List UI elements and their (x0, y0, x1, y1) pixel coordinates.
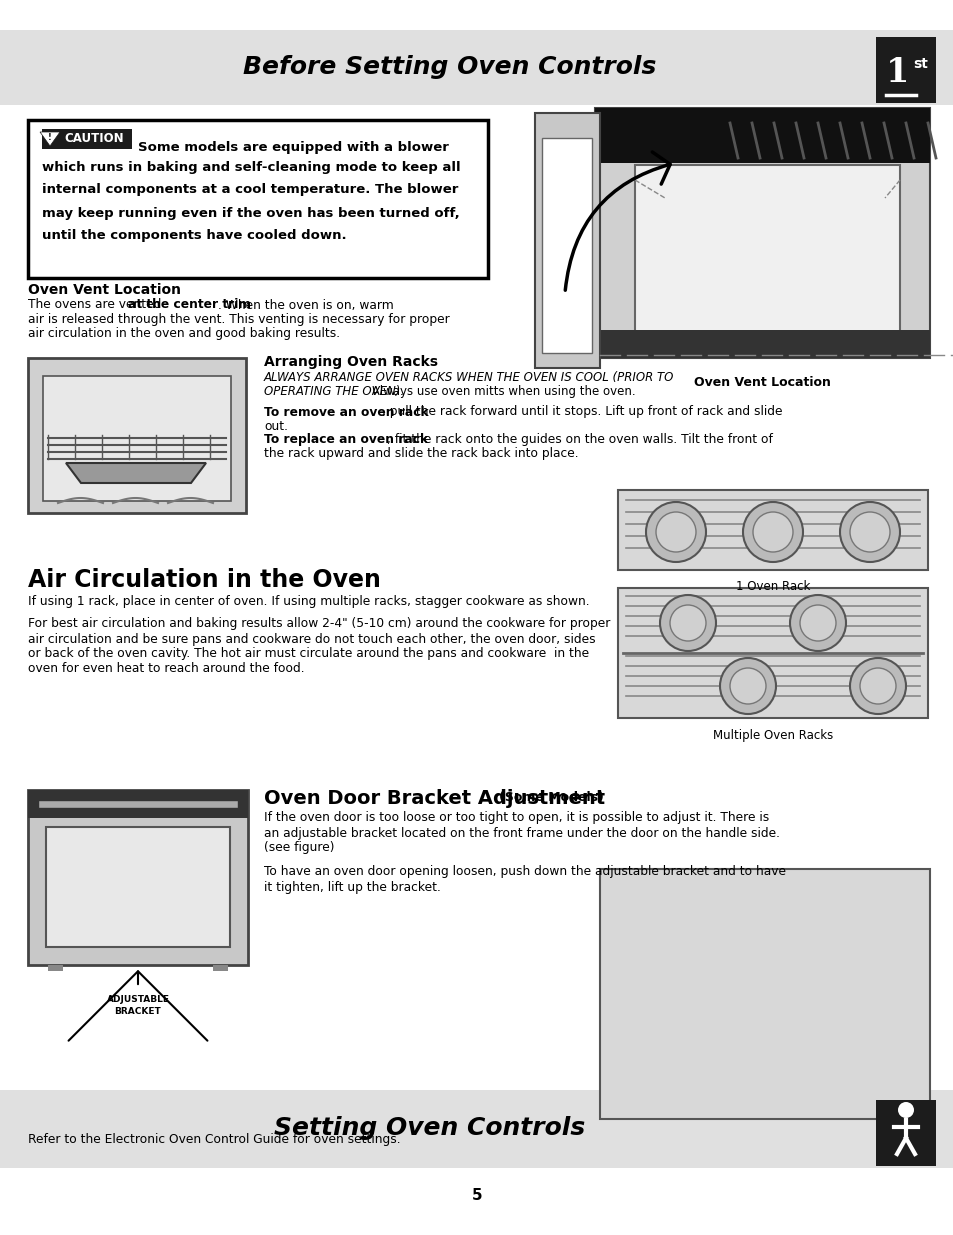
Bar (635, 165, 899, 340)
Text: which runs in baking and self-cleaning mode to keep all: which runs in baking and self-cleaning m… (42, 161, 460, 173)
Bar (28, 790, 248, 818)
Text: Before Setting Oven Controls: Before Setting Oven Controls (243, 56, 656, 79)
Circle shape (897, 1102, 913, 1118)
Text: Oven Vent Location: Oven Vent Location (693, 377, 829, 389)
Text: may keep running even if the oven has been turned off,: may keep running even if the oven has be… (42, 206, 459, 220)
Bar (28, 358, 246, 513)
Bar (875, 37, 935, 103)
Bar (618, 588, 927, 718)
Text: (see figure): (see figure) (264, 841, 335, 855)
Circle shape (849, 658, 905, 714)
Text: To remove an oven rack: To remove an oven rack (264, 405, 428, 419)
Text: ADJUSTABLE: ADJUSTABLE (107, 995, 170, 1004)
Circle shape (656, 513, 696, 552)
Text: ALWAYS ARRANGE OVEN RACKS WHEN THE OVEN IS COOL (PRIOR TO: ALWAYS ARRANGE OVEN RACKS WHEN THE OVEN … (264, 372, 674, 384)
Text: Some models are equipped with a blower: Some models are equipped with a blower (138, 141, 449, 153)
Bar (42, 128, 132, 149)
Bar (618, 490, 927, 571)
Text: The ovens are vented: The ovens are vented (28, 299, 161, 311)
Text: For best air circulation and baking results allow 2-4" (5-10 cm) around the cook: For best air circulation and baking resu… (28, 618, 610, 631)
Circle shape (645, 501, 705, 562)
Circle shape (729, 668, 765, 704)
Text: , pull the rack forward until it stops. Lift up front of rack and slide: , pull the rack forward until it stops. … (381, 405, 781, 419)
Text: 1: 1 (885, 57, 909, 89)
Text: To replace an oven rack: To replace an oven rack (264, 433, 428, 447)
Bar (43, 375, 231, 501)
Circle shape (752, 513, 792, 552)
Text: oven for even heat to reach around the food.: oven for even heat to reach around the f… (28, 662, 304, 676)
Bar (875, 1100, 935, 1166)
Bar (599, 869, 929, 1119)
Text: Oven Vent Location: Oven Vent Location (28, 283, 181, 296)
Circle shape (742, 501, 802, 562)
Bar (38, 800, 237, 808)
Text: !: ! (48, 133, 51, 142)
Circle shape (800, 605, 835, 641)
Bar (46, 827, 230, 947)
Bar (595, 107, 929, 163)
Text: , fit the rack onto the guides on the oven walls. Tilt the front of: , fit the rack onto the guides on the ov… (387, 433, 772, 447)
Bar (595, 107, 929, 358)
Bar (541, 138, 592, 353)
Text: If using 1 rack, place in center of oven. If using multiple racks, stagger cookw: If using 1 rack, place in center of oven… (28, 595, 589, 609)
Bar (213, 965, 228, 971)
Circle shape (720, 658, 775, 714)
FancyBboxPatch shape (28, 120, 488, 278)
Text: 1 Oven Rack: 1 Oven Rack (735, 580, 809, 594)
Text: air circulation in the oven and good baking results.: air circulation in the oven and good bak… (28, 326, 340, 340)
Text: To have an oven door opening loosen, push down the adjustable bracket and to hav: To have an oven door opening loosen, pus… (264, 866, 785, 878)
Text: CAUTION: CAUTION (64, 132, 124, 146)
Text: the rack upward and slide the rack back into place.: the rack upward and slide the rack back … (264, 447, 578, 461)
Text: it tighten, lift up the bracket.: it tighten, lift up the bracket. (264, 881, 440, 893)
Text: st: st (912, 57, 927, 70)
Text: Arranging Oven Racks: Arranging Oven Racks (264, 354, 437, 369)
Text: internal components at a cool temperature. The blower: internal components at a cool temperatur… (42, 184, 457, 196)
FancyArrowPatch shape (565, 152, 669, 290)
Text: OPERATING THE OVEN).: OPERATING THE OVEN). (264, 385, 404, 399)
Text: . When the oven is on, warm: . When the oven is on, warm (218, 299, 394, 311)
Circle shape (840, 501, 899, 562)
Text: Multiple Oven Racks: Multiple Oven Racks (712, 729, 832, 741)
Text: Oven Door Bracket Adjustment: Oven Door Bracket Adjustment (264, 788, 604, 808)
Bar (0, 1091, 953, 1168)
Circle shape (859, 668, 895, 704)
Text: 5: 5 (471, 1188, 482, 1203)
Circle shape (849, 513, 889, 552)
Text: air circulation and be sure pans and cookware do not touch each other, the oven : air circulation and be sure pans and coo… (28, 632, 595, 646)
Circle shape (659, 595, 716, 651)
Circle shape (669, 605, 705, 641)
Polygon shape (66, 463, 206, 483)
Text: or back of the oven cavity. The hot air must circulate around the pans and cookw: or back of the oven cavity. The hot air … (28, 647, 589, 661)
Text: Air Circulation in the Oven: Air Circulation in the Oven (28, 568, 380, 592)
Text: air is released through the vent. This venting is necessary for proper: air is released through the vent. This v… (28, 312, 449, 326)
Text: Refer to the Electronic Oven Control Guide for oven settings.: Refer to the Electronic Oven Control Gui… (28, 1134, 400, 1146)
Bar (48, 965, 63, 971)
Text: If the oven door is too loose or too tight to open, it is possible to adjust it.: If the oven door is too loose or too tig… (264, 811, 768, 825)
Text: an adjustable bracket located on the front frame under the door on the handle si: an adjustable bracket located on the fro… (264, 826, 780, 840)
Bar (28, 790, 248, 965)
Polygon shape (40, 132, 60, 146)
Bar (535, 112, 599, 368)
Text: Setting Oven Controls: Setting Oven Controls (274, 1116, 585, 1140)
Text: (Some Models): (Some Models) (498, 792, 603, 804)
Bar (595, 330, 929, 358)
Text: until the components have cooled down.: until the components have cooled down. (42, 230, 346, 242)
Text: at the center trim: at the center trim (128, 299, 251, 311)
Bar (0, 30, 953, 105)
Text: BRACKET: BRACKET (114, 1007, 161, 1015)
Text: Always use oven mitts when using the oven.: Always use oven mitts when using the ove… (368, 385, 635, 399)
Text: out.: out. (264, 420, 288, 432)
Circle shape (789, 595, 845, 651)
